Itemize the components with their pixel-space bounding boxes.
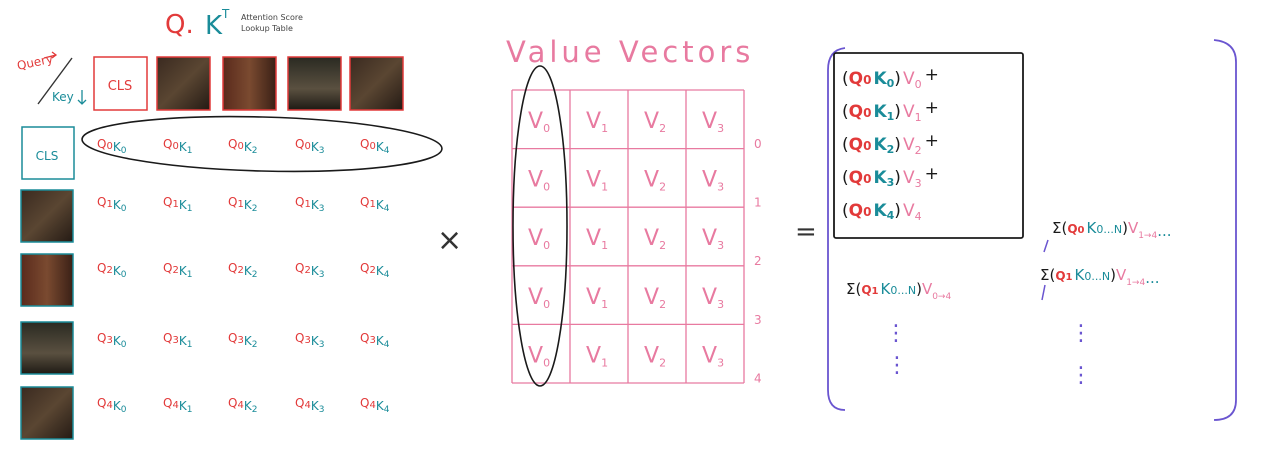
qk-score-cells: Q0K0 Q0K1 Q0K2 Q0K3 Q0K4 Q1K0 Q1K1 Q1K2 Q1K3 Q1K4…: [97, 137, 390, 415]
value-cell-r4-v0: V0: [528, 343, 550, 369]
qkt-title-t: T: [221, 7, 230, 21]
row-index-label: 1: [754, 196, 762, 210]
equals-operator: =: [795, 217, 817, 247]
value-cell-r2-v0: V0: [528, 226, 550, 252]
sum-term-row1-col1: Σ(Q1 K0...N)V1→4...: [1040, 266, 1160, 288]
box-term-k1: (Q0 K1) V1 +: [842, 98, 939, 124]
box-sum-terms: (Q0 K0) V0 + (Q0 K1) V1 + (Q0 K2) V2 + (Q0 K3) V3 + (Q0 K…: [842, 65, 939, 223]
qkt-title-q: Q.: [165, 10, 194, 40]
value-cell-r3-v3: V3: [702, 285, 724, 311]
qk-cell-q2-k2: Q2K2: [228, 261, 257, 280]
box-term-k0: (Q0 K0) V0 +: [842, 65, 939, 91]
qk-cell-q3-k1: Q3K1: [163, 331, 192, 350]
row-cls-label: CLS: [36, 149, 59, 163]
qk-cell-q1-k0: Q1K0: [97, 195, 127, 214]
value-cell-r1-v2: V2: [644, 168, 666, 194]
qk-cell-q1-k4: Q1K4: [360, 195, 390, 214]
qk-cell-q0-k2: Q0K2: [228, 137, 257, 156]
value-cell-r1-v0: V0: [528, 168, 550, 194]
value-cell-r4-v2: V2: [644, 343, 666, 369]
qk-cell-q3-k4: Q3K4: [360, 331, 390, 350]
value-cell-r2-v1: V1: [586, 226, 608, 252]
value-cell-r3-v2: V2: [644, 285, 666, 311]
row-index-label: 0: [754, 137, 762, 151]
column-header-cls: [93, 56, 148, 111]
qk-cell-q2-k4: Q2K4: [360, 261, 390, 280]
key-label: Key: [52, 90, 74, 104]
value-vectors-title: Value Vectors: [506, 35, 754, 69]
qk-cell-q1-k2: Q1K2: [228, 195, 257, 214]
key-arrow: [77, 90, 87, 105]
value-vector-grid: V0 V1 V2 V3 0 V0 V1 V2 V3 1 V0 V1 V2 V3 2 V0 V1 V2 V3 3 V0 V1…: [511, 89, 762, 385]
qk-cell-q3-k2: Q3K2: [228, 331, 257, 350]
times-operator: ×: [437, 223, 462, 258]
row-index-label: 4: [754, 371, 762, 385]
value-cell-r3-v1: V1: [586, 285, 608, 311]
value-cell-r2-v3: V3: [702, 226, 724, 252]
value-cell-r0-v1: V1: [586, 109, 608, 135]
first-column-highlight: [512, 65, 568, 387]
value-cell-r4-v3: V3: [702, 343, 724, 369]
qk-cell-q3-k3: Q3K3: [295, 331, 324, 350]
qkt-subtitle-1: Attention Score: [241, 13, 303, 22]
qk-cell-q0-k3: Q0K3: [295, 137, 324, 156]
qk-cell-q3-k0: Q3K0: [97, 331, 127, 350]
box-term-k3: (Q0 K3) V3 +: [842, 164, 939, 190]
qkt-title-k: K: [205, 11, 223, 41]
qk-cell-q4-k0: Q4K0: [97, 396, 127, 415]
box-term-k4: (Q0 K4) V4: [842, 201, 922, 223]
qk-cell-q4-k4: Q4K4: [360, 396, 390, 415]
qk-cell-q4-k3: Q4K3: [295, 396, 324, 415]
column-header-patch-1: [156, 56, 211, 111]
qk-cell-q2-k1: Q2K1: [163, 261, 192, 280]
sum-term-row0-col1: Σ(Q0 K0...N)V1→4...: [1052, 219, 1172, 241]
value-cell-r0-v0: V0: [528, 109, 550, 135]
value-cell-r0-v3: V3: [702, 109, 724, 135]
other-sum-terms: Σ(Q1 K0...N)V0→4 Σ(Q0 K0...N)V1→4... Σ(Q1 K0.…: [846, 219, 1172, 388]
qkt-subtitle-2: Lookup Table: [241, 24, 293, 33]
value-cell-r1-v3: V3: [702, 168, 724, 194]
column-continuation-marks: [1041, 239, 1049, 301]
qk-cell-q0-k0: Q0K0: [97, 137, 127, 156]
row-header-patch-4: [20, 386, 74, 440]
query-arrow: [43, 51, 58, 59]
sum-term-row1-col0: Σ(Q1 K0...N)V0→4: [846, 280, 951, 302]
qk-cell-q2-k3: Q2K3: [295, 261, 324, 280]
value-cell-r2-v2: V2: [644, 226, 666, 252]
first-row-highlight: [81, 115, 443, 173]
query-label: Query: [16, 52, 55, 73]
column-cls-label: CLS: [108, 79, 133, 94]
vertical-ellipsis: ⋮: [1070, 363, 1092, 388]
row-header-patch-2: [20, 253, 74, 307]
qk-cell-q2-k0: Q2K0: [97, 261, 127, 280]
row-index-label: 2: [754, 254, 762, 268]
qk-cell-q1-k1: Q1K1: [163, 195, 192, 214]
qk-cell-q4-k2: Q4K2: [228, 396, 257, 415]
vertical-ellipsis: ⋮: [885, 321, 907, 346]
column-header-patch-4: [349, 56, 404, 111]
vertical-ellipsis: ⋮: [886, 353, 908, 378]
row-header-patch-1: [20, 189, 74, 243]
query-key-divider: [37, 57, 73, 105]
value-cell-r0-v2: V2: [644, 109, 666, 135]
highlighted-sum-box: [833, 52, 1024, 239]
qk-cell-q0-k1: Q0K1: [163, 137, 192, 156]
value-cell-r1-v1: V1: [586, 168, 608, 194]
qk-cell-q0-k4: Q0K4: [360, 137, 390, 156]
vertical-ellipsis: ⋮: [1070, 321, 1092, 346]
value-cell-r4-v1: V1: [586, 343, 608, 369]
column-header-patch-2: [222, 56, 277, 111]
column-header-patch-3: [287, 56, 342, 111]
row-header-patch-3: [20, 321, 74, 375]
value-cell-r3-v0: V0: [528, 285, 550, 311]
qk-cell-q4-k1: Q4K1: [163, 396, 192, 415]
result-left-bracket: [827, 47, 846, 411]
result-right-bracket: [1213, 39, 1237, 421]
row-header-cls: [21, 126, 75, 180]
row-index-label: 3: [754, 313, 762, 327]
box-term-k2: (Q0 K2) V2 +: [842, 131, 939, 157]
qk-cell-q1-k3: Q1K3: [295, 195, 324, 214]
